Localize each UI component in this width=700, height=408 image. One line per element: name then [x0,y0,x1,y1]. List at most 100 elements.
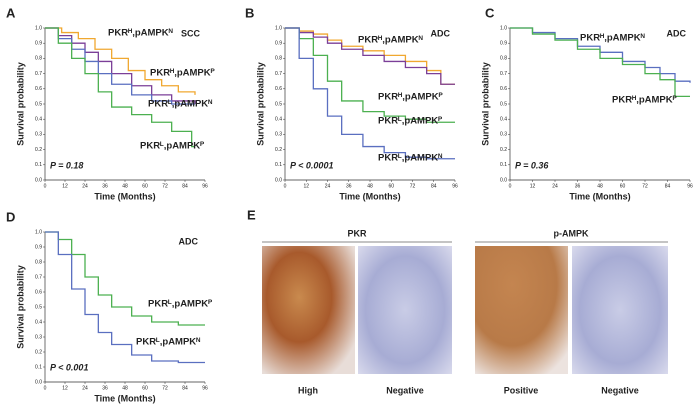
series-label: PKRᴸ,pAMPKᴺ [148,99,212,110]
y-tick-label: 0.5 [35,304,42,310]
x-tick-label: 24 [82,385,88,391]
series-label: PKRᴴ,pAMPKᴺ [108,28,173,39]
x-tick-label: 12 [303,183,309,189]
x-tick-label: 84 [431,183,437,189]
x-axis-title: Time (Months) [339,191,400,201]
x-tick-label: 36 [102,385,108,391]
caption: Negative [386,385,424,395]
survival-curve [285,27,455,123]
x-tick-label: 48 [122,385,128,391]
y-tick-label: 0.9 [500,41,507,47]
histology-image [572,246,668,374]
x-axis-title: Time (Months) [94,191,155,201]
x-axis-title: Time (Months) [94,393,155,403]
y-tick-label: 0.6 [35,289,42,295]
x-tick-label: 96 [202,183,208,189]
x-tick-label: 12 [530,183,536,189]
y-axis-title: Survival probability [15,62,25,146]
x-tick-label: 0 [509,183,512,189]
x-tick-label: 12 [62,183,68,189]
y-tick-label: 0.8 [35,56,42,62]
survival-curve [45,231,205,326]
y-tick-label: 0.0 [275,177,282,183]
series-label: PKRᴴ,pAMPKᴺ [580,33,645,44]
x-tick-label: 24 [552,183,558,189]
y-tick-label: 0.2 [275,147,282,153]
y-tick-label: 0.3 [275,132,282,138]
y-tick-label: 0.9 [275,41,282,47]
panel-label: A [6,5,16,20]
x-tick-label: 48 [597,183,603,189]
y-tick-label: 0.3 [500,132,507,138]
series-label: PKRᴴ,pAMPKᴾ [612,95,677,106]
caption: Negative [601,385,639,395]
survival-curve [45,27,196,104]
series-label: PKRᴸ,pAMPKᴺ [136,337,200,348]
series-label: PKRᴴ,pAMPKᴾ [150,68,215,79]
y-axis-title: Survival probability [255,62,265,146]
y-axis-title: Survival probability [480,62,490,146]
y-tick-label: 0.5 [35,101,42,107]
x-tick-label: 24 [325,183,331,189]
y-tick-label: 0.0 [35,379,42,385]
p-value: P = 0.36 [515,160,549,170]
y-tick-label: 0.6 [275,86,282,92]
y-tick-label: 0.8 [500,56,507,62]
survival-curve [285,27,455,160]
x-tick-label: 72 [410,183,416,189]
series-label: PKRᴴ,pAMPKᴺ [358,35,423,46]
panel-label: E [247,207,256,222]
panel-label: B [245,5,254,20]
y-tick-label: 0.0 [35,177,42,183]
y-tick-label: 0.1 [500,162,507,168]
x-tick-label: 72 [162,385,168,391]
histology-image [475,246,568,374]
caption: Positive [504,385,539,395]
x-tick-label: 36 [346,183,352,189]
x-tick-label: 84 [665,183,671,189]
x-tick-label: 60 [388,183,394,189]
x-tick-label: 96 [452,183,458,189]
p-value: P = 0.18 [50,160,83,170]
panel-e: E PKR p-AMPK High Negative Positive Nega… [247,207,668,395]
y-tick-label: 0.8 [275,56,282,62]
y-tick-label: 0.2 [35,147,42,153]
y-tick-label: 0.8 [35,259,42,265]
cohort-label: ADC [179,236,199,246]
y-tick-label: 1.0 [275,25,282,31]
x-tick-label: 12 [62,385,68,391]
p-value: P < 0.001 [50,362,88,372]
x-tick-label: 60 [620,183,626,189]
y-tick-label: 0.2 [35,349,42,355]
x-axis-title: Time (Months) [569,191,630,201]
y-tick-label: 0.9 [35,41,42,47]
panel-label: C [485,5,495,20]
x-tick-label: 60 [142,385,148,391]
y-tick-label: 0.9 [35,244,42,250]
y-tick-label: 0.5 [500,101,507,107]
x-tick-label: 0 [44,385,47,391]
group-title: PKR [347,228,367,238]
series-label: PKRᴸ,pAMPKᴾ [140,141,204,152]
y-tick-label: 0.1 [35,162,42,168]
survival-curve [45,231,205,364]
survival-curve [510,27,690,98]
panel-label: D [6,209,15,224]
x-tick-label: 48 [122,183,128,189]
x-tick-label: 84 [182,385,188,391]
histology-image [358,246,452,374]
cohort-label: ADC [667,28,687,38]
x-tick-label: 36 [102,183,108,189]
y-tick-label: 0.4 [35,319,42,325]
x-tick-label: 72 [642,183,648,189]
y-tick-label: 0.4 [35,117,42,123]
y-tick-label: 0.7 [275,71,282,77]
survival-curve [45,27,195,105]
x-tick-label: 24 [82,183,88,189]
y-tick-label: 1.0 [500,25,507,31]
y-tick-label: 0.4 [500,117,507,123]
y-axis-title: Survival probability [15,265,25,349]
caption: High [298,385,318,395]
y-tick-label: 0.1 [275,162,282,168]
